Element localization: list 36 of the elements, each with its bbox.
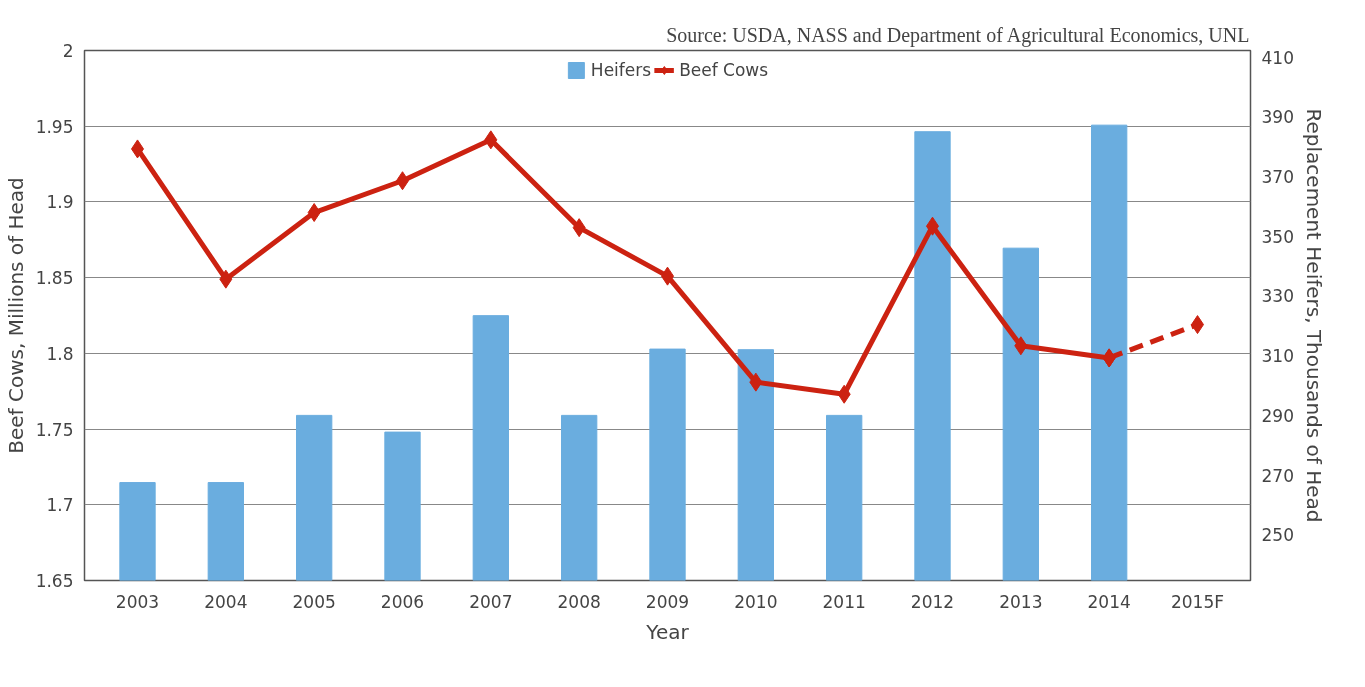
x-tick-label: 2015F (1170, 591, 1225, 612)
x-tick-label: 2005 (292, 591, 336, 612)
y-tick-label: 1.8 (46, 343, 74, 364)
y2-tick-label: 250 (1261, 525, 1294, 546)
x-tick-label: 2003 (115, 591, 160, 612)
y-tick-label: 2 (62, 41, 74, 61)
y2-tick-label: 330 (1261, 286, 1294, 307)
legend-label: Heifers (590, 60, 652, 80)
y2-tick-label: 290 (1261, 405, 1294, 426)
x-tick-label: 2004 (204, 591, 248, 612)
y2-tick-label: 410 (1261, 47, 1294, 68)
y2-tick-label: 270 (1261, 465, 1294, 486)
x-tick-label: 2011 (822, 591, 866, 612)
y-tick-label: 1.65 (35, 571, 74, 591)
x-tick-label: 2008 (557, 591, 601, 612)
x-tick-label: 2013 (999, 591, 1043, 612)
x-tick-label: 2009 (645, 591, 690, 612)
y2-tick-label: 350 (1261, 226, 1294, 247)
x-tick-label: 2012 (910, 591, 955, 612)
x-axis-title: Year (645, 619, 690, 644)
y2-tick-label: 370 (1261, 167, 1294, 188)
legend-label: Beef Cows (679, 60, 769, 80)
source-note: Source: USDA, NASS and Department of Agricultural Economics, UNL (666, 23, 1250, 47)
x-tick-label: 2010 (734, 591, 778, 612)
y2-axis-title: Replacement Heifers, Thousands of Head (1301, 108, 1326, 523)
x-tick-label: 2006 (380, 591, 425, 612)
y2-tick-label: 390 (1261, 107, 1294, 128)
x-tick-label: 2014 (1087, 591, 1131, 612)
x-tick-label: 2007 (469, 591, 513, 612)
y2-tick-label: 310 (1261, 346, 1294, 367)
y-tick-label: 1.7 (46, 495, 74, 516)
y-tick-label: 1.75 (35, 419, 74, 440)
y-tick-label: 1.95 (35, 116, 74, 137)
y-axis-title: Beef Cows, Millions of Head (3, 177, 28, 454)
y-tick-label: 1.85 (35, 268, 74, 289)
y-tick-label: 1.9 (46, 192, 74, 213)
